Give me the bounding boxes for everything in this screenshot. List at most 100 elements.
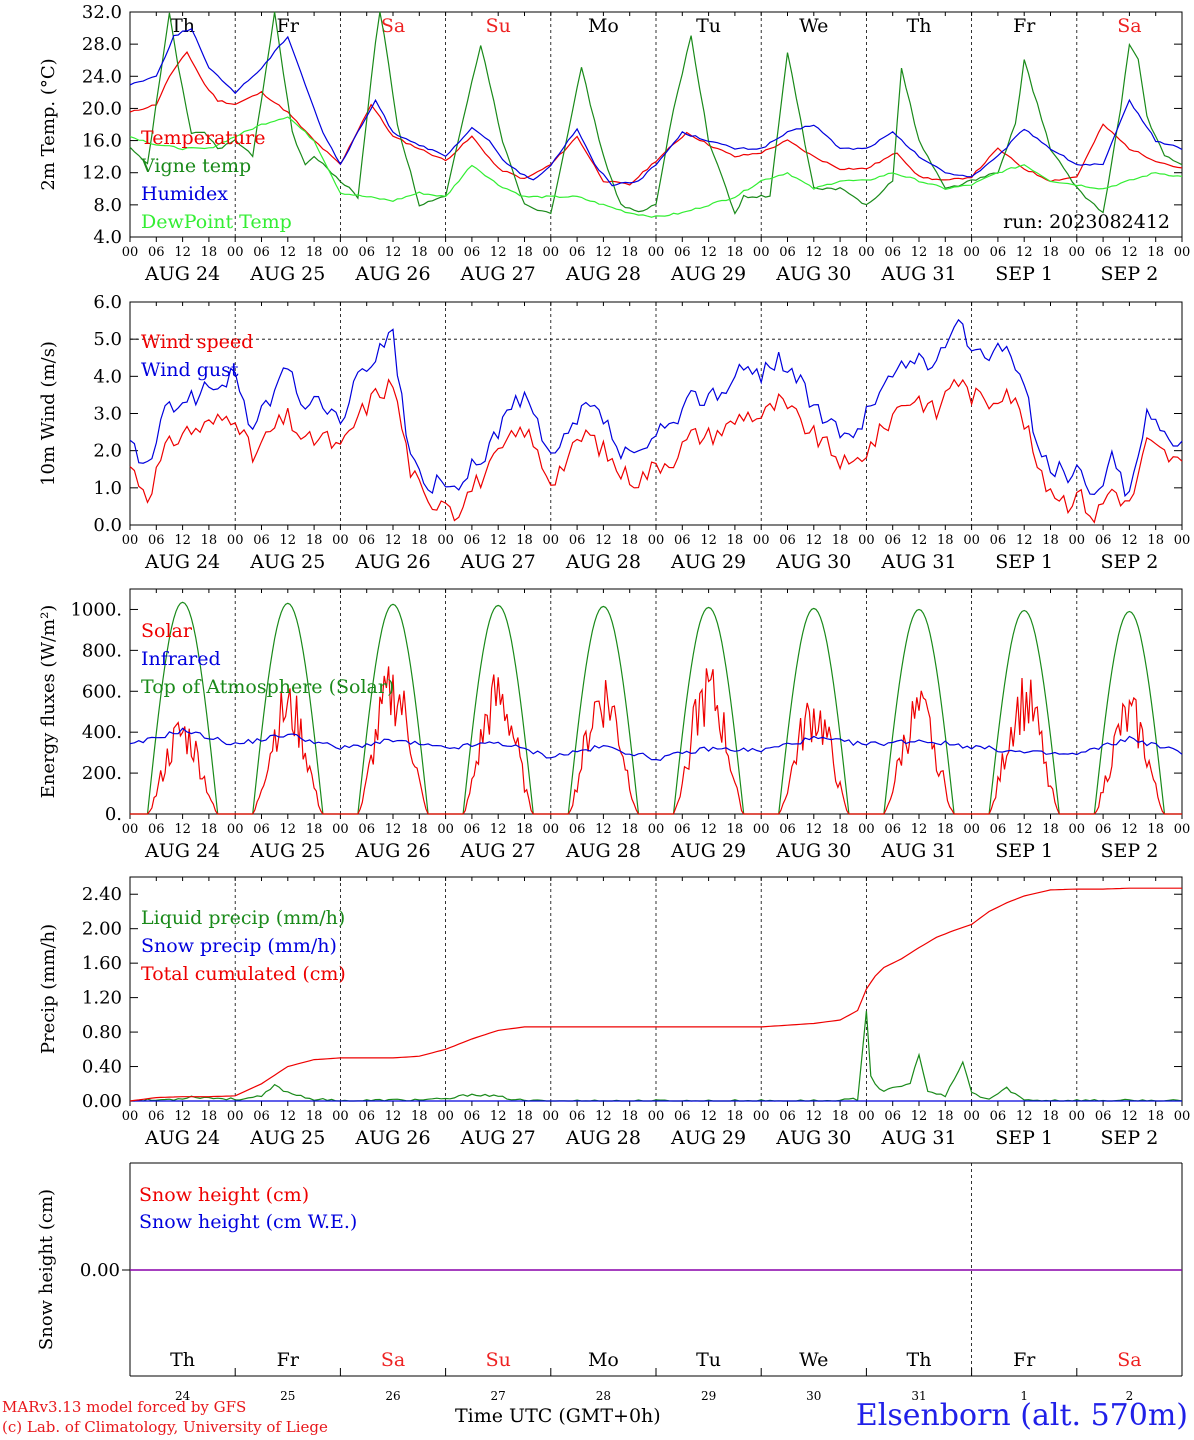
y-tick-label: 1.60 (82, 953, 122, 974)
day-name-label: Th (907, 15, 932, 37)
hour-tick-label: 12 (174, 533, 191, 548)
hour-tick-label: 00 (648, 822, 665, 837)
hour-tick-label: 12 (1016, 533, 1033, 548)
day-name-label: Th (170, 1349, 195, 1371)
hour-tick-label: 12 (174, 1109, 191, 1124)
y-tick-label: 0.0 (93, 515, 122, 536)
hour-tick-label: 12 (280, 1109, 297, 1124)
hour-tick-label: 06 (148, 822, 165, 837)
hour-tick-label: 18 (306, 1109, 323, 1124)
y-axis-label: Energy fluxes (W/m²) (38, 605, 59, 799)
date-label: AUG 25 (249, 263, 325, 285)
date-label: AUG 30 (775, 551, 851, 573)
hour-tick-label: 06 (148, 533, 165, 548)
y-axis-label: Precip (mm/h) (38, 924, 59, 1054)
date-label: AUG 27 (460, 263, 536, 285)
hour-tick-label: 00 (1069, 533, 1086, 548)
hour-tick-label: 06 (779, 822, 796, 837)
legend-wind-gust: Wind gust (141, 359, 239, 381)
hour-tick-label: 12 (1016, 245, 1033, 260)
date-label: SEP 2 (1100, 840, 1158, 862)
y-tick-label: 800. (82, 640, 122, 661)
y-tick-label: 400. (82, 722, 122, 743)
date-label: SEP 1 (995, 840, 1053, 862)
y-tick-label: 12.0 (82, 163, 122, 184)
hour-tick-label: 12 (385, 822, 402, 837)
hour-tick-label: 06 (884, 533, 901, 548)
hour-tick-label: 06 (569, 245, 586, 260)
hour-tick-label: 06 (779, 533, 796, 548)
hour-tick-label: 18 (201, 1109, 218, 1124)
date-label: AUG 25 (249, 551, 325, 573)
date-label: SEP 2 (1100, 263, 1158, 285)
y-tick-label: 0.40 (82, 1057, 122, 1078)
series-solar (130, 666, 1182, 815)
hour-tick-label: 12 (1016, 822, 1033, 837)
date-label: AUG 26 (354, 263, 430, 285)
hour-tick-label: 06 (990, 533, 1007, 548)
hour-tick-label: 06 (569, 1109, 586, 1124)
day-name-label: Fr (1013, 15, 1036, 37)
date-label: AUG 30 (775, 840, 851, 862)
hour-tick-label: 18 (832, 822, 849, 837)
date-label: AUG 28 (565, 263, 641, 285)
day-name-label: Tu (696, 15, 721, 37)
hour-tick-label: 06 (253, 1109, 270, 1124)
day-name-label: Fr (277, 15, 300, 37)
date-label: SEP 2 (1100, 1127, 1158, 1149)
legend-solar: Solar (141, 620, 193, 642)
hour-tick-label: 18 (306, 533, 323, 548)
y-tick-label: 6.0 (93, 292, 122, 313)
day-number-label: 30 (806, 1389, 821, 1403)
hour-tick-label: 00 (753, 533, 770, 548)
date-label: AUG 29 (670, 263, 746, 285)
y-tick-label: 1.20 (82, 988, 122, 1009)
hour-tick-label: 06 (990, 822, 1007, 837)
day-name-label: Su (486, 1349, 511, 1371)
hour-tick-label: 06 (884, 1109, 901, 1124)
hour-tick-label: 06 (569, 533, 586, 548)
run-label: run: 2023082412 (1003, 211, 1170, 233)
y-axis-label: Snow height (cm) (36, 1189, 57, 1350)
hour-tick-label: 00 (332, 245, 349, 260)
legend-temperature: Temperature (141, 127, 265, 149)
hour-tick-label: 12 (806, 533, 823, 548)
y-tick-label: 32.0 (82, 2, 122, 23)
hour-tick-label: 12 (1121, 245, 1138, 260)
hour-tick-label: 06 (358, 822, 375, 837)
date-label: AUG 31 (880, 263, 956, 285)
y-tick-label: 5.0 (93, 329, 122, 350)
date-label: AUG 30 (775, 263, 851, 285)
legend-vigne-temp: Vigne temp (140, 155, 251, 177)
date-label: AUG 26 (354, 840, 430, 862)
hour-tick-label: 00 (858, 822, 875, 837)
y-tick-label: 4.0 (93, 366, 122, 387)
hour-tick-label: 06 (253, 533, 270, 548)
panel-1: 4.0 8.0 12.0 16.0 20.0 24.0 28.0 32.0 2m Temp. (… (38, 2, 1190, 285)
legend-top-of-atmosphere-solar-: Top of Atmosphere (Solar) (141, 676, 394, 698)
hour-tick-label: 12 (490, 822, 507, 837)
y-tick-label: 0.80 (82, 1022, 122, 1043)
date-label: AUG 29 (670, 840, 746, 862)
hour-tick-label: 00 (963, 245, 980, 260)
hour-tick-label: 12 (490, 245, 507, 260)
hour-tick-label: 18 (411, 533, 428, 548)
hour-tick-label: 18 (201, 533, 218, 548)
series-temperature (129, 51, 1183, 186)
hour-tick-label: 18 (516, 245, 533, 260)
hour-tick-label: 06 (464, 822, 481, 837)
hour-tick-label: 18 (411, 1109, 428, 1124)
hour-tick-label: 00 (648, 533, 665, 548)
series-humidex (129, 28, 1183, 187)
hour-tick-label: 00 (753, 822, 770, 837)
y-tick-label: 8.0 (93, 195, 122, 216)
hour-tick-label: 12 (174, 822, 191, 837)
day-name-label: Th (170, 15, 195, 37)
y-tick-label: 2.40 (82, 884, 122, 905)
hour-tick-label: 00 (332, 533, 349, 548)
day-name-label: We (799, 15, 828, 37)
hour-tick-label: 06 (358, 533, 375, 548)
hour-tick-label: 12 (1121, 533, 1138, 548)
hour-tick-label: 00 (1174, 822, 1191, 837)
date-label: SEP 1 (995, 263, 1053, 285)
